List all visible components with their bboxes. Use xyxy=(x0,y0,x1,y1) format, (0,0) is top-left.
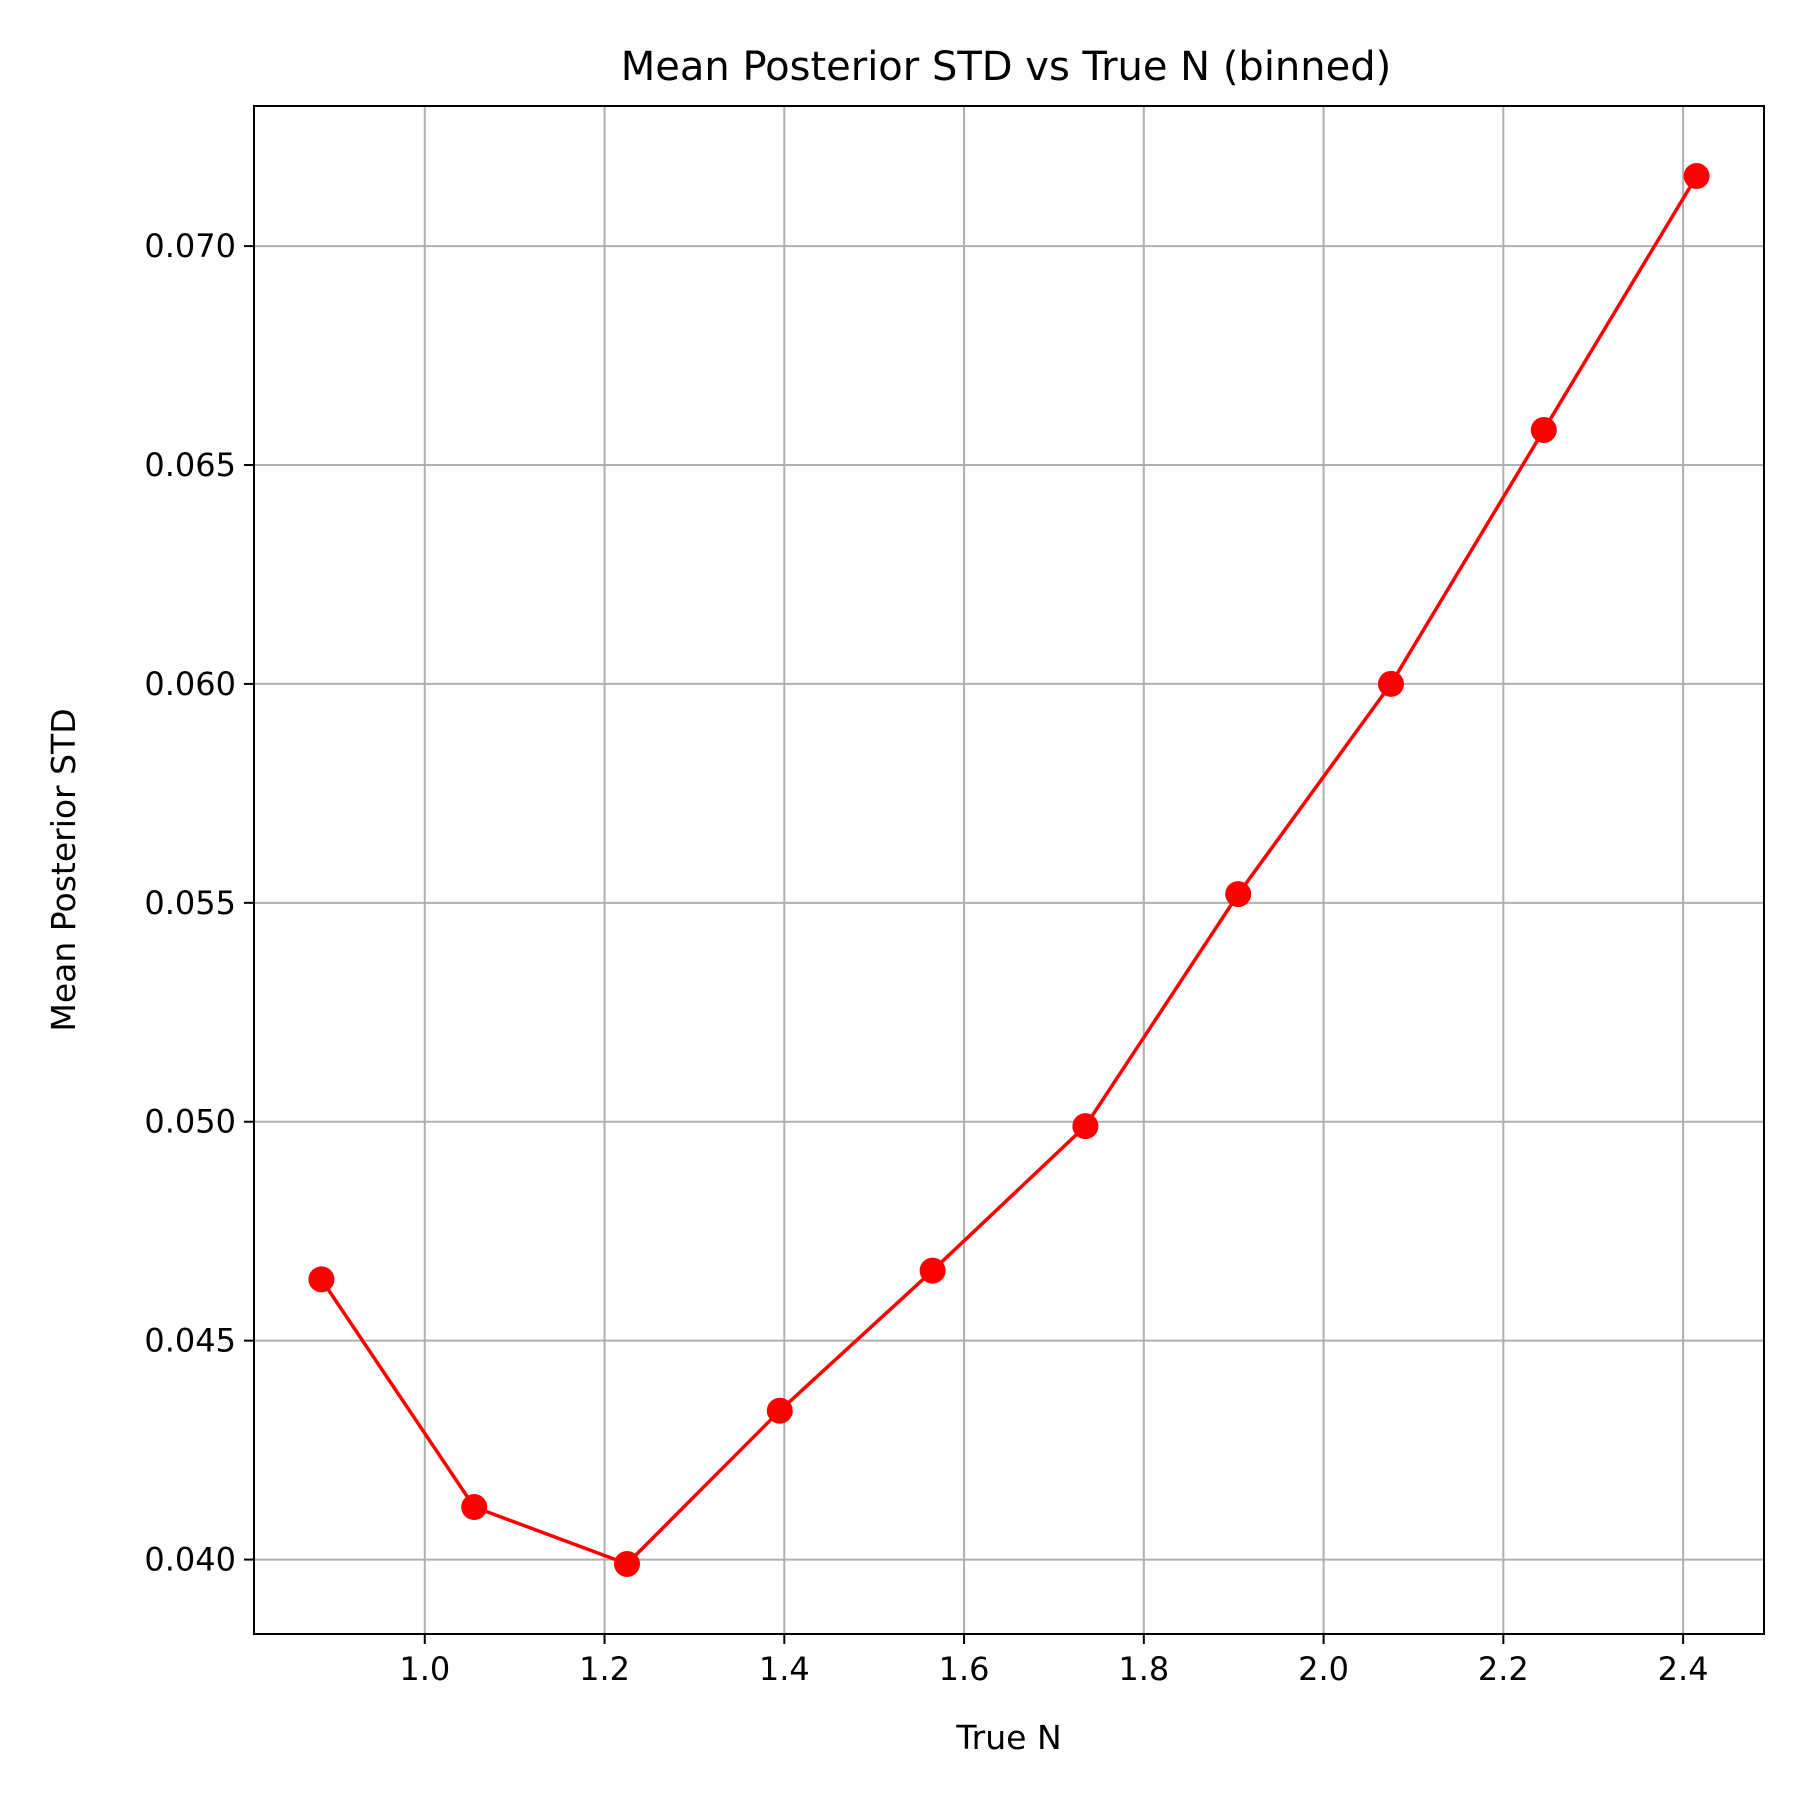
chart-title: Mean Posterior STD vs True N (binned) xyxy=(621,44,1392,90)
data-point xyxy=(1225,881,1252,908)
data-point xyxy=(1683,163,1710,190)
series-layer xyxy=(308,163,1710,1577)
y-tick-label: 0.060 xyxy=(144,665,236,703)
data-point xyxy=(461,1494,488,1521)
x-tick-label: 2.0 xyxy=(1298,1650,1349,1688)
x-tick-label: 1.2 xyxy=(579,1650,630,1688)
y-tick-label: 0.045 xyxy=(144,1322,236,1360)
y-tick-label: 0.070 xyxy=(144,227,236,265)
y-tick-label: 0.050 xyxy=(144,1103,236,1141)
series-line xyxy=(319,174,1699,1566)
data-point xyxy=(614,1550,641,1577)
data-point xyxy=(1072,1113,1099,1140)
data-point xyxy=(1377,670,1404,697)
x-tick-label: 1.4 xyxy=(759,1650,810,1688)
y-axis-label: Mean Posterior STD xyxy=(44,708,83,1031)
data-point xyxy=(308,1266,335,1293)
y-tick-label: 0.040 xyxy=(144,1541,236,1579)
data-point xyxy=(766,1397,793,1424)
data-point xyxy=(1530,416,1557,443)
grid xyxy=(254,106,1764,1634)
axis-ticks: 1.0 1.2 1.4 1.6 1.8 2.0 2.2 2.4 0.040 0.045 0.050 0… xyxy=(144,227,1708,1688)
x-axis-label: True N xyxy=(955,1718,1061,1757)
data-point xyxy=(919,1257,946,1284)
x-tick-label: 1.0 xyxy=(399,1650,450,1688)
x-tick-label: 1.6 xyxy=(939,1650,990,1688)
y-tick-label: 0.055 xyxy=(144,884,236,922)
plot-frame xyxy=(253,105,1765,1635)
x-tick-label: 2.4 xyxy=(1658,1650,1709,1688)
y-tick-label: 0.065 xyxy=(144,446,236,484)
x-tick-label: 1.8 xyxy=(1118,1650,1169,1688)
x-tick-label: 2.2 xyxy=(1478,1650,1529,1688)
